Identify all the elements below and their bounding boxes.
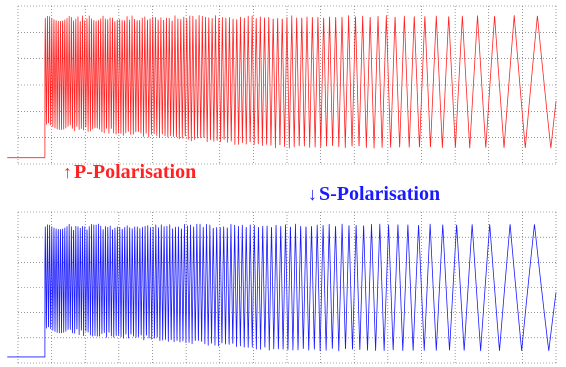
p-polarisation-chart (7, 5, 557, 165)
s-polarisation-label: ↓ S-Polarisation (308, 184, 440, 204)
p-polarisation-text: P-Polarisation (74, 161, 197, 183)
up-arrow-icon: ↑ (63, 162, 72, 182)
s-polarisation-text: S-Polarisation (319, 183, 441, 205)
p-polarisation-plot (0, 0, 566, 168)
down-arrow-icon: ↓ (308, 184, 317, 204)
s-polarisation-plot (0, 206, 566, 367)
signal-trace (7, 15, 557, 159)
signal-trace (7, 223, 557, 358)
p-polarisation-label: ↑ P-Polarisation (63, 162, 196, 182)
s-polarisation-chart (7, 211, 557, 364)
